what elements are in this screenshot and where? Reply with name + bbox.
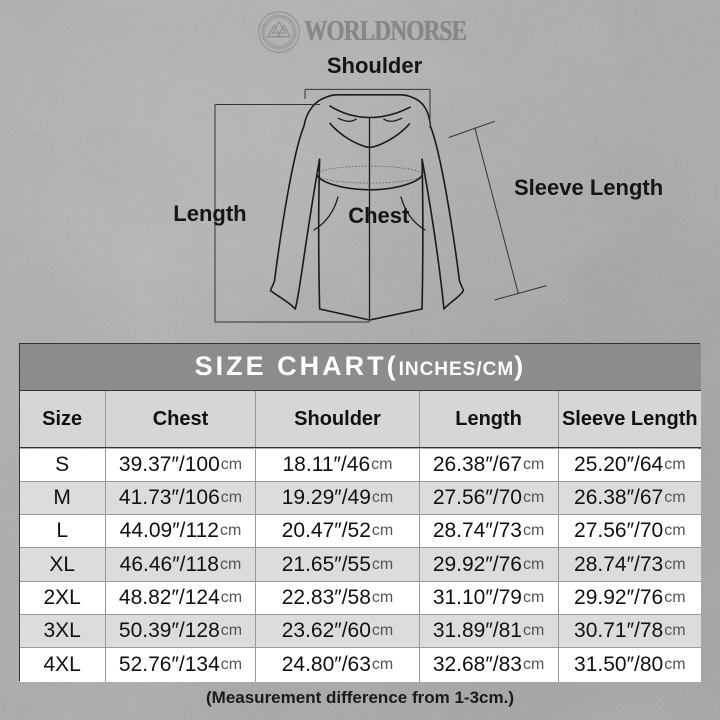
svg-text:Length: Length xyxy=(173,201,246,226)
svg-text:Chest: Chest xyxy=(348,203,410,228)
svg-text:Shoulder: Shoulder xyxy=(327,53,423,78)
svg-text:Sleeve Length: Sleeve Length xyxy=(514,175,663,200)
